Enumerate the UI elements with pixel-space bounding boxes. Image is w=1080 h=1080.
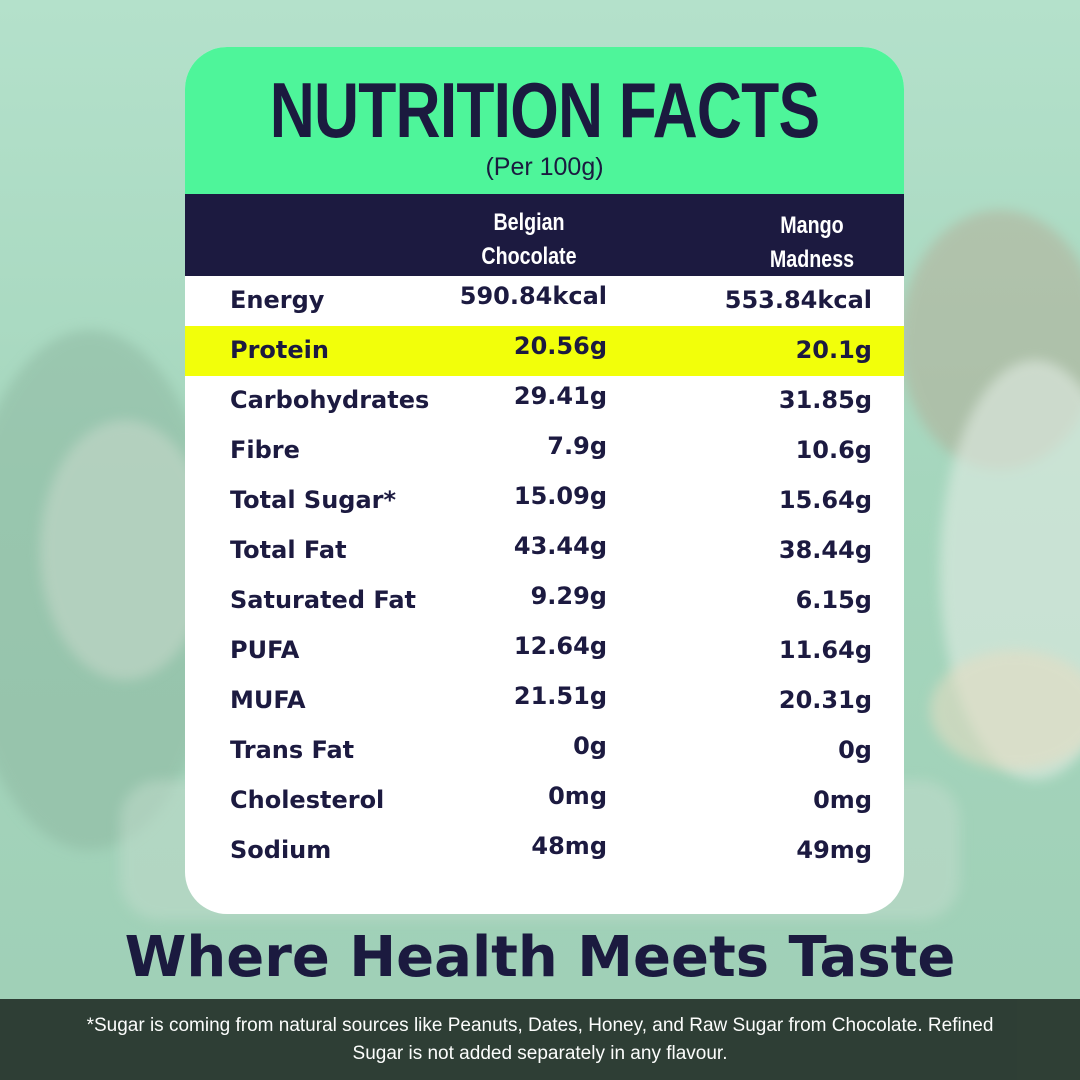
row-value-mango-madness: 49mg <box>796 836 872 864</box>
column-header-belgian-chocolate: Belgian Chocolate <box>472 206 587 274</box>
row-value-mango-madness: 553.84kcal <box>724 286 872 314</box>
tagline: Where Health Meets Taste <box>124 925 956 990</box>
row-value-belgian-chocolate: 21.51g <box>513 682 607 710</box>
row-label: Energy <box>230 286 325 314</box>
card-title: NUTRITION FACTS <box>269 66 820 154</box>
row-value-belgian-chocolate: 48mg <box>531 832 607 860</box>
card-subtitle: (Per 100g) <box>485 153 604 181</box>
table-row: Saturated Fat 9.29g 6.15g <box>185 576 904 626</box>
row-value-belgian-chocolate: 7.9g <box>547 432 607 460</box>
row-label: Total Sugar* <box>230 486 397 514</box>
row-label: Total Fat <box>230 536 347 564</box>
background-shape <box>40 420 210 680</box>
table-row: Total Sugar* 15.09g 15.64g <box>185 476 904 526</box>
row-label: MUFA <box>230 686 306 714</box>
row-value-belgian-chocolate: 29.41g <box>513 382 607 410</box>
row-value-mango-madness: 20.31g <box>778 686 872 714</box>
footnote-line-1: *Sugar is coming from natural sources li… <box>86 1014 994 1036</box>
row-value-mango-madness: 11.64g <box>778 636 872 664</box>
nutrition-facts-card: NUTRITION FACTS (Per 100g) Belgian Chocol… <box>185 47 904 914</box>
row-label: Sodium <box>230 836 332 864</box>
row-value-mango-madness: 0g <box>838 736 872 764</box>
row-value-mango-madness: 15.64g <box>778 486 872 514</box>
row-label: PUFA <box>230 636 300 664</box>
footnote-bar: *Sugar is coming from natural sources li… <box>0 999 1080 1080</box>
column-header-line: Mango <box>780 212 844 239</box>
row-value-belgian-chocolate: 20.56g <box>513 332 607 360</box>
row-value-belgian-chocolate: 9.29g <box>530 582 607 610</box>
table-row-highlighted: Protein 20.56g 20.1g <box>185 326 904 376</box>
footnote-line-2: Sugar is not added separately in any fla… <box>352 1042 728 1064</box>
row-label: Trans Fat <box>230 736 355 764</box>
row-value-mango-madness: 10.6g <box>795 436 872 464</box>
table-row: Cholesterol 0mg 0mg <box>185 776 904 826</box>
row-value-belgian-chocolate: 590.84kcal <box>459 282 607 310</box>
row-value-belgian-chocolate: 0g <box>573 732 607 760</box>
column-header-mango-madness: Mango Madness <box>755 209 870 277</box>
row-value-mango-madness: 0mg <box>813 786 872 814</box>
table-row: Energy 590.84kcal 553.84kcal <box>185 276 904 326</box>
column-header-line: Belgian <box>493 209 565 236</box>
table-row: MUFA 21.51g 20.31g <box>185 676 904 726</box>
footnote-text: *Sugar is coming from natural sources li… <box>30 1012 1050 1068</box>
row-label: Protein <box>230 336 329 364</box>
table-row: Carbohydrates 29.41g 31.85g <box>185 376 904 426</box>
row-value-belgian-chocolate: 43.44g <box>513 532 607 560</box>
row-value-mango-madness: 38.44g <box>778 536 872 564</box>
table-row: Trans Fat 0g 0g <box>185 726 904 776</box>
table-row: PUFA 12.64g 11.64g <box>185 626 904 676</box>
column-header-line: Chocolate <box>481 243 577 270</box>
table-row: Sodium 48mg 49mg <box>185 826 904 876</box>
background-shape <box>930 650 1080 770</box>
row-value-mango-madness: 31.85g <box>778 386 872 414</box>
row-value-belgian-chocolate: 12.64g <box>513 632 607 660</box>
row-label: Fibre <box>230 436 300 464</box>
table-row: Total Fat 43.44g 38.44g <box>185 526 904 576</box>
column-header-bar: Belgian Chocolate Mango Madness <box>185 194 904 276</box>
row-value-mango-madness: 6.15g <box>795 586 872 614</box>
card-header: NUTRITION FACTS (Per 100g) <box>185 47 904 194</box>
row-label: Cholesterol <box>230 786 385 814</box>
table-row: Fibre 7.9g 10.6g <box>185 426 904 476</box>
row-value-belgian-chocolate: 15.09g <box>513 482 607 510</box>
row-label: Saturated Fat <box>230 586 417 614</box>
row-value-mango-madness: 20.1g <box>795 336 872 364</box>
row-label: Carbohydrates <box>230 386 430 414</box>
column-header-line: Madness <box>769 246 855 273</box>
row-value-belgian-chocolate: 0mg <box>548 782 607 810</box>
